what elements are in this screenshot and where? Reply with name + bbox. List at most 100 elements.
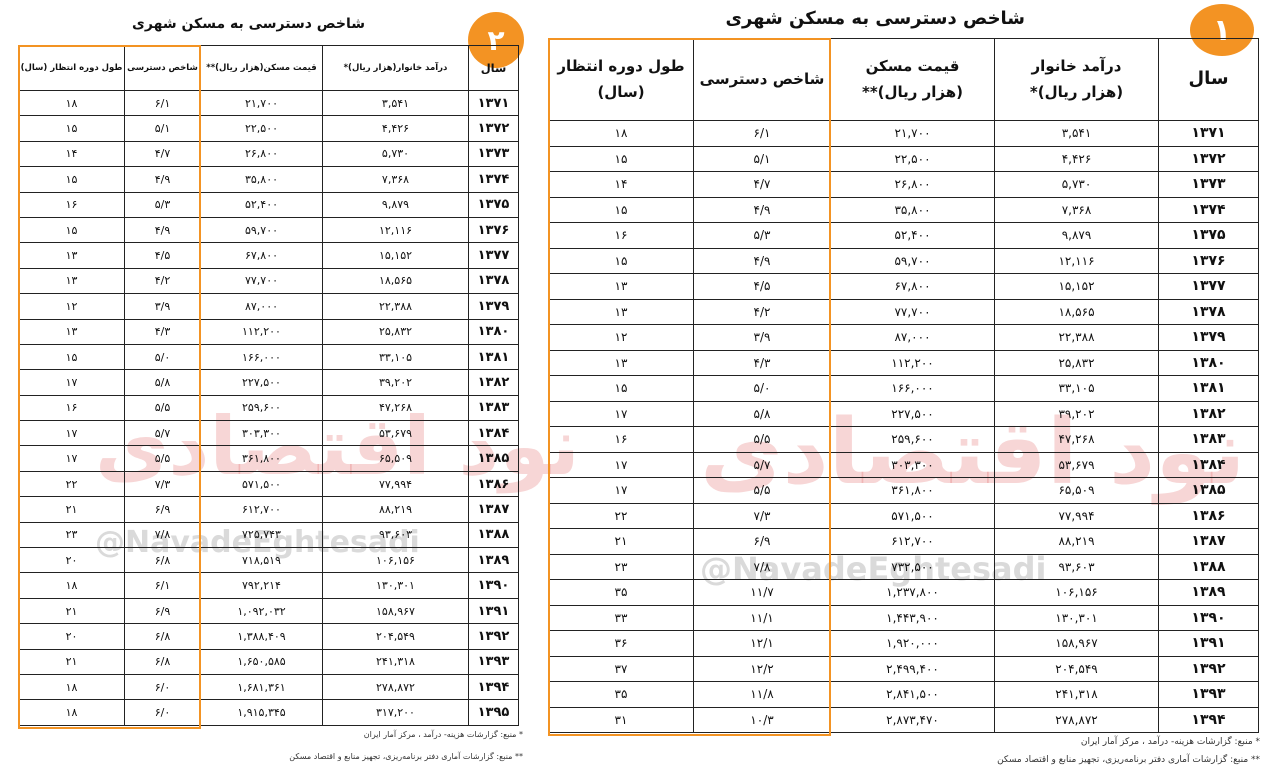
year-cell: ۱۳۸۱	[1158, 375, 1259, 402]
year-cell: ۱۳۸۰	[468, 318, 519, 345]
data-cell: ۱۵	[548, 247, 694, 274]
data-row: ۱۳۹۰ ۱۳۰,۳۰۱ ۱,۴۴۳,۹۰۰ ۱۱/۱ ۳۳	[548, 604, 1259, 631]
data-cell: ۱۸	[18, 699, 125, 726]
year-cell: ۱۳۷۸	[468, 267, 519, 295]
data-cell: ۷/۸	[693, 553, 831, 580]
data-cell: ۱۶۶,۰۰۰	[200, 343, 323, 371]
data-cell: ۷۹۲,۲۱۴	[200, 572, 323, 599]
data-cell: ۱۳	[548, 298, 694, 325]
data-cell: ۱۳۰,۳۰۱	[322, 572, 469, 599]
data-row: ۱۳۸۳ ۴۷,۲۶۸ ۲۵۹,۶۰۰ ۵/۵ ۱۶	[548, 426, 1259, 453]
data-cell: ۱۴	[18, 140, 125, 168]
data-cell: ۵/۵	[124, 394, 201, 422]
year-cell: ۱۳۸۵	[468, 445, 519, 472]
data-cell: ۳,۵۴۱	[322, 89, 469, 117]
data-cell: ۲۲,۳۸۸	[322, 293, 469, 320]
year-cell: ۱۳۷۶	[468, 216, 519, 244]
data-cell: ۳۶	[548, 630, 694, 657]
header-cell: درآمد خانوار (هزار ریال)*	[994, 38, 1159, 121]
data-cell: ۴/۲	[693, 298, 831, 325]
data-cell: ۱۸	[18, 89, 125, 117]
data-cell: ۱۵۸,۹۶۷	[322, 597, 469, 625]
data-cell: ۲۶,۸۰۰	[200, 140, 323, 168]
data-cell: ۵/۸	[693, 400, 831, 427]
data-row: ۱۳۹۳ ۲۴۱,۳۱۸ ۱,۶۵۰,۵۸۵ ۶/۸ ۲۱	[18, 648, 519, 675]
data-cell: ۱۵,۱۵۲	[322, 242, 469, 269]
header-line: طول دوره انتظار	[557, 57, 685, 75]
data-cell: ۱۵	[548, 375, 694, 402]
data-row: ۱۳۹۲ ۲۰۴,۵۴۹ ۱,۳۸۸,۴۰۹ ۶/۸ ۲۰	[18, 623, 519, 650]
data-cell: ۴/۷	[693, 171, 831, 198]
data-cell: ۳۳,۱۰۵	[994, 375, 1159, 402]
year-cell: ۱۳۹۱	[468, 597, 519, 625]
header-cell: طول دوره انتظار (سال)	[18, 45, 125, 91]
header-line: درآمد خانوار	[1031, 57, 1122, 75]
year-cell: ۱۳۸۶	[1158, 502, 1259, 529]
data-row: ۱۳۹۲ ۲۰۴,۵۴۹ ۲,۴۹۹,۴۰۰ ۱۲/۲ ۳۷	[548, 655, 1259, 682]
year-cell: ۱۳۷۲	[468, 115, 519, 142]
data-cell: ۱۱/۸	[693, 681, 831, 708]
data-cell: ۱۵	[18, 115, 125, 142]
data-cell: ۱۰/۳	[693, 706, 831, 733]
data-cell: ۷/۳	[693, 502, 831, 529]
data-row: ۱۳۸۸ ۹۳,۶۰۳ ۷۳۲,۵۰۰ ۷/۸ ۲۳	[548, 553, 1259, 580]
data-cell: ۱۲/۲	[693, 655, 831, 682]
data-row: ۱۳۸۶ ۷۷,۹۹۴ ۵۷۱,۵۰۰ ۷/۳ ۲۲	[18, 470, 519, 498]
data-row: ۱۳۹۴ ۲۷۸,۸۷۲ ۲,۸۷۳,۴۷۰ ۱۰/۳ ۳۱	[548, 706, 1259, 733]
data-cell: ۳۰۳,۳۰۰	[200, 420, 323, 447]
data-row: ۱۳۹۰ ۱۳۰,۳۰۱ ۷۹۲,۲۱۴ ۶/۱ ۱۸	[18, 572, 519, 599]
data-cell: ۶۱۲,۷۰۰	[830, 528, 995, 555]
data-cell: ۳۹,۲۰۲	[994, 400, 1159, 427]
data-row: ۱۳۸۵ ۶۵,۵۰۹ ۳۶۱,۸۰۰ ۵/۵ ۱۷	[548, 477, 1259, 504]
data-cell: ۵۷۱,۵۰۰	[200, 470, 323, 498]
year-cell: ۱۳۹۳	[1158, 681, 1259, 708]
footnote: * منبع: گزارشات هزینه- درآمد ، مرکز آمار…	[1080, 737, 1260, 747]
data-cell: ۱۵	[548, 145, 694, 172]
data-row: ۱۳۸۲ ۳۹,۲۰۲ ۲۲۷,۵۰۰ ۵/۸ ۱۷	[18, 369, 519, 396]
data-cell: ۴/۵	[124, 242, 201, 269]
data-cell: ۱,۹۲۰,۰۰۰	[830, 630, 995, 657]
header-line: قیمت مسکن	[865, 57, 960, 75]
year-cell: ۱۳۷۹	[1158, 324, 1259, 351]
year-cell: ۱۳۸۳	[1158, 426, 1259, 453]
data-row: ۱۳۸۰ ۲۵,۸۳۲ ۱۱۲,۲۰۰ ۴/۳ ۱۳	[548, 349, 1259, 376]
year-cell: ۱۳۹۴	[468, 673, 519, 701]
data-cell: ۳۹,۲۰۲	[322, 369, 469, 396]
year-cell: ۱۳۹۰	[1158, 604, 1259, 631]
year-cell: ۱۳۸۵	[1158, 477, 1259, 504]
year-cell: ۱۳۸۲	[1158, 400, 1259, 427]
data-row: ۱۳۷۸ ۱۸,۵۶۵ ۷۷,۷۰۰ ۴/۲ ۱۳	[548, 298, 1259, 325]
data-table: سال درآمد خانوار (هزار ریال)* قیمت مسکن (هزا…	[548, 38, 1259, 733]
data-row: ۱۳۷۷ ۱۵,۱۵۲ ۶۷,۸۰۰ ۴/۵ ۱۳	[548, 273, 1259, 300]
data-cell: ۱,۹۱۵,۳۴۵	[200, 699, 323, 726]
year-cell: ۱۳۸۹	[468, 547, 519, 574]
data-cell: ۲۵,۸۳۲	[994, 349, 1159, 376]
data-cell: ۴/۹	[693, 196, 831, 223]
data-cell: ۵/۰	[124, 343, 201, 371]
data-cell: ۲۱,۷۰۰	[830, 120, 995, 147]
data-cell: ۶۷,۸۰۰	[200, 242, 323, 269]
data-cell: ۴/۹	[124, 216, 201, 244]
data-cell: ۷۷,۹۹۴	[322, 470, 469, 498]
year-cell: ۱۳۹۰	[468, 572, 519, 599]
data-cell: ۲۱	[18, 648, 125, 675]
data-cell: ۳/۹	[124, 293, 201, 320]
data-cell: ۷۱۸,۵۱۹	[200, 547, 323, 574]
data-row: ۱۳۸۱ ۳۳,۱۰۵ ۱۶۶,۰۰۰ ۵/۰ ۱۵	[18, 343, 519, 371]
data-cell: ۱۲/۱	[693, 630, 831, 657]
data-cell: ۵/۸	[124, 369, 201, 396]
year-cell: ۱۳۸۱	[468, 343, 519, 371]
header-cell: قیمت مسکن(هزار ریال)**	[200, 45, 323, 91]
data-cell: ۲۷۸,۸۷۲	[994, 706, 1159, 733]
data-row: ۱۳۷۴ ۷,۳۶۸ ۳۵,۸۰۰ ۴/۹ ۱۵	[18, 166, 519, 193]
data-cell: ۲۲	[548, 502, 694, 529]
data-cell: ۸۸,۲۱۹	[322, 496, 469, 523]
data-cell: ۵۳,۶۷۹	[994, 451, 1159, 478]
data-cell: ۱۳۰,۳۰۱	[994, 604, 1159, 631]
data-cell: ۲۰۴,۵۴۹	[994, 655, 1159, 682]
year-cell: ۱۳۸۶	[468, 470, 519, 498]
year-cell: ۱۳۷۵	[468, 191, 519, 218]
data-cell: ۴۷,۲۶۸	[994, 426, 1159, 453]
